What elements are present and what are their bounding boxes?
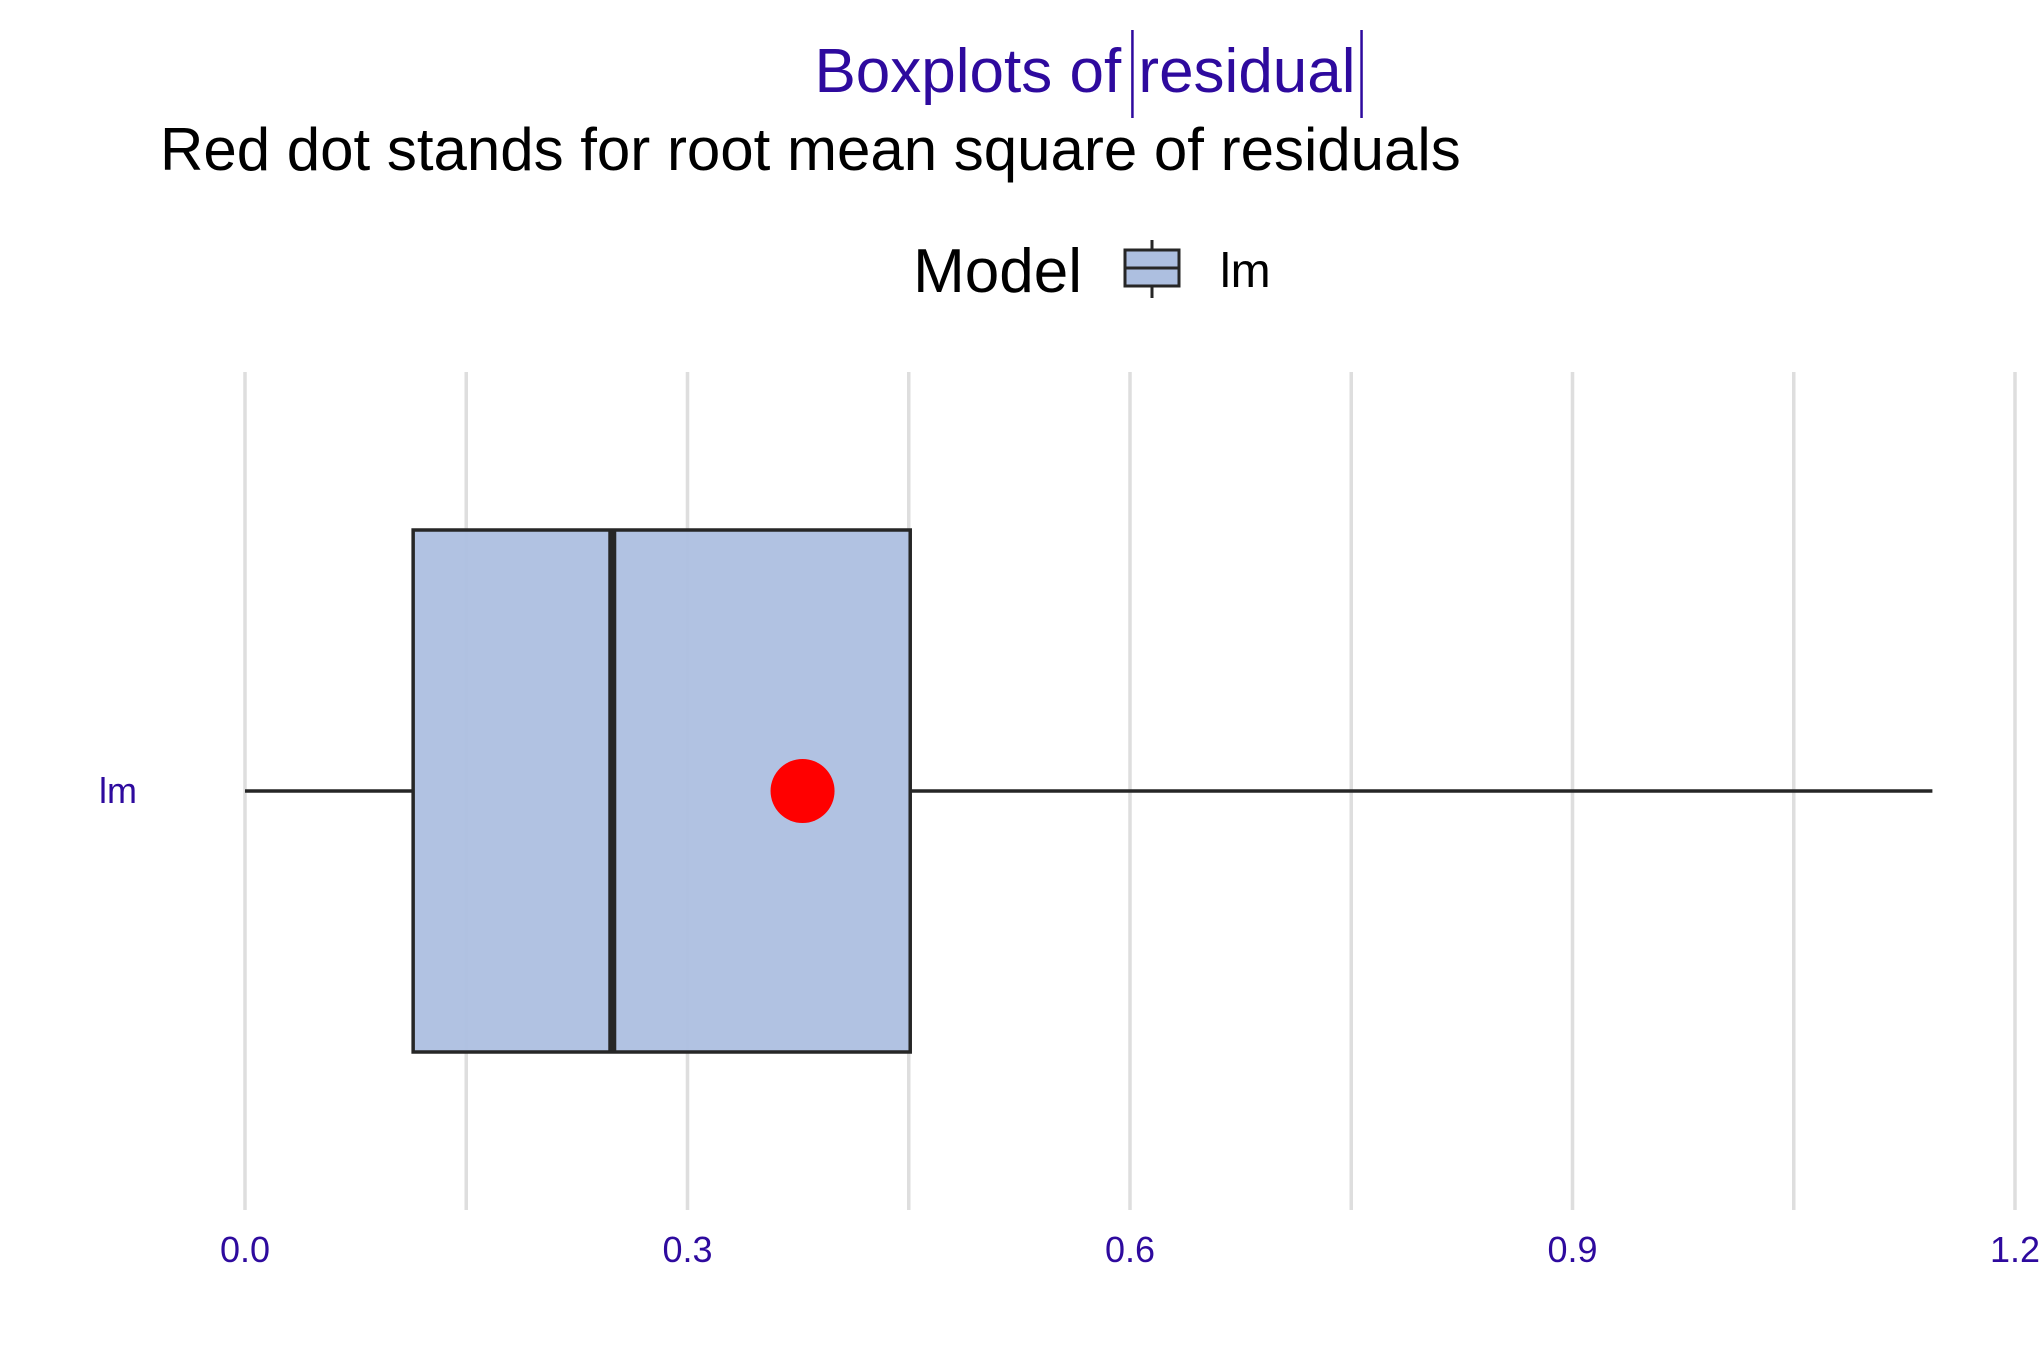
box-series-lm bbox=[245, 528, 1933, 1054]
chart-subtitle: Red dot stands for root mean square of r… bbox=[160, 116, 1461, 183]
legend: Model lm bbox=[913, 237, 1271, 306]
rms-dot bbox=[770, 759, 835, 823]
chart-title: Boxplots of residual bbox=[814, 30, 1363, 118]
box-layer bbox=[245, 528, 1933, 1054]
x-tick-label-1: 0.3 bbox=[662, 1229, 712, 1270]
x-axis-tick-labels: 0.0 0.3 0.6 0.9 1.2 bbox=[220, 1229, 2040, 1270]
y-axis-label-lm: lm bbox=[99, 770, 137, 811]
x-tick-label-2: 0.6 bbox=[1105, 1229, 1155, 1270]
x-tick-label-3: 0.9 bbox=[1547, 1229, 1597, 1270]
chart-title-prefix: Boxplots of bbox=[814, 37, 1138, 106]
x-tick-label-0: 0.0 bbox=[220, 1229, 270, 1270]
x-tick-label-4: 1.2 bbox=[1990, 1229, 2040, 1270]
legend-title: Model bbox=[913, 237, 1082, 306]
legend-key-lm bbox=[1123, 240, 1181, 298]
legend-entry-lm: lm bbox=[1220, 245, 1271, 298]
chart-title-text: Boxplots of residual bbox=[814, 37, 1355, 106]
chart-title-inner: residual bbox=[1138, 37, 1355, 106]
iqr-box bbox=[411, 528, 912, 1054]
